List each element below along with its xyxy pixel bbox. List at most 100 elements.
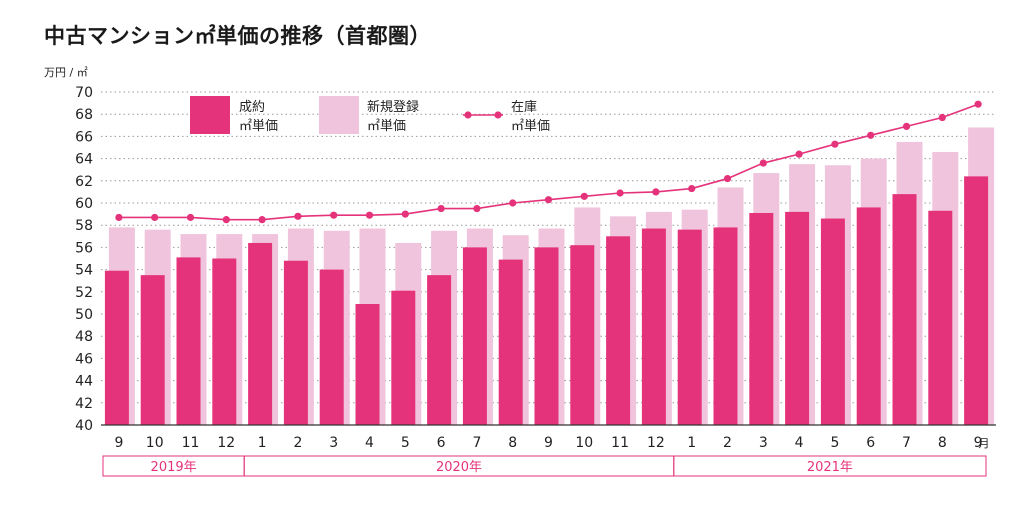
bar-sold: [713, 227, 738, 425]
y-tick-label: 50: [75, 307, 93, 323]
x-tick-label: 1: [687, 435, 696, 451]
stock-point: [151, 213, 159, 222]
chart-title: 中古マンション㎡単価の推移（首都圏）: [44, 24, 431, 48]
stock-point: [795, 150, 803, 158]
y-tick-label: 52: [75, 285, 93, 301]
bar-sold: [140, 275, 165, 425]
bar-sold: [785, 211, 810, 425]
x-tick-label: 12: [217, 435, 235, 451]
x-tick-label: 9: [114, 435, 123, 451]
legend-label-stock: ㎡単価: [511, 118, 550, 134]
bar-sold: [856, 207, 881, 425]
x-tick-label: 8: [938, 435, 947, 451]
stock-point: [974, 100, 982, 108]
x-tick-label: 9: [544, 435, 553, 451]
stock-point: [867, 131, 875, 139]
y-tick-label: 42: [75, 396, 93, 412]
y-tick-label: 62: [75, 174, 93, 190]
stock-point: [473, 204, 481, 213]
stock-point: [688, 184, 696, 193]
bar-sold: [355, 304, 380, 425]
y-tick-label: 44: [75, 374, 93, 390]
x-axis-unit: 月: [979, 437, 990, 450]
bar-sold: [892, 194, 917, 425]
x-tick-label: 11: [611, 435, 629, 451]
y-axis-unit: 万円 / ㎡: [44, 66, 88, 79]
year-label: 2020年: [436, 460, 482, 475]
bar-sold: [964, 176, 989, 425]
bar-sold: [570, 245, 595, 425]
bar-sold: [391, 290, 416, 425]
stock-point: [222, 216, 230, 224]
bar-sold: [427, 275, 452, 425]
legend-swatch-sold: [190, 96, 230, 134]
legend-label-sold: ㎡単価: [239, 118, 278, 134]
legend-label-listed: 新規登録: [367, 99, 419, 115]
x-tick-label: 1: [258, 435, 267, 451]
x-tick-label: 12: [647, 435, 665, 451]
y-tick-label: 56: [75, 240, 93, 256]
bar-sold: [319, 269, 344, 425]
bar-sold: [606, 236, 631, 425]
year-band: [673, 455, 987, 477]
stock-point: [258, 216, 266, 224]
legend-label-sold: 成約: [239, 100, 265, 115]
stock-point: [365, 211, 374, 219]
x-tick-label: 7: [472, 435, 481, 451]
stock-point: [401, 210, 409, 218]
x-tick-label: 3: [329, 435, 338, 451]
x-tick-label: 8: [508, 435, 517, 451]
x-tick-label: 11: [182, 435, 200, 451]
bar-sold: [641, 228, 666, 425]
x-tick-label: 9: [974, 435, 983, 451]
stock-point: [544, 196, 553, 204]
legend-swatch-listed: [319, 96, 359, 134]
bar-sold: [498, 259, 523, 425]
stock-point: [616, 189, 624, 197]
x-tick-label: 10: [146, 435, 164, 451]
x-tick-label: 4: [795, 435, 804, 451]
y-tick-label: 40: [75, 418, 93, 434]
x-tick-label: 6: [866, 435, 875, 451]
x-tick-label: 10: [575, 435, 593, 451]
bar-sold: [534, 247, 559, 425]
stock-point: [723, 174, 732, 183]
x-tick-label: 2: [723, 435, 732, 451]
stock-point: [938, 113, 946, 122]
legend-label-stock: 在庫: [511, 100, 537, 115]
y-tick-label: 48: [75, 329, 93, 345]
stock-point: [902, 122, 911, 131]
bar-sold: [104, 270, 129, 425]
y-tick-label: 60: [75, 196, 93, 212]
stock-point: [186, 213, 195, 222]
bar-sold: [749, 212, 774, 425]
x-tick-label: 2: [293, 435, 302, 451]
x-tick-label: 5: [830, 435, 839, 451]
bar-sold: [677, 229, 702, 425]
y-tick-label: 46: [75, 351, 93, 367]
stock-point: [330, 211, 338, 219]
bar-sold: [820, 218, 845, 425]
year-label: 2021年: [807, 460, 853, 475]
stock-point: [115, 213, 123, 222]
bar-sold: [212, 258, 237, 425]
bar-sold: [248, 242, 273, 425]
stock-point: [831, 140, 839, 148]
stock-point: [294, 212, 302, 220]
x-tick-label: 3: [759, 435, 768, 451]
stock-point: [509, 199, 517, 207]
stock-point: [652, 188, 660, 196]
legend-swatch-stock-dot: [494, 111, 502, 119]
x-tick-label: 4: [365, 435, 374, 451]
stock-point: [759, 159, 767, 167]
bar-sold: [283, 260, 308, 425]
x-tick-label: 7: [902, 435, 911, 451]
stock-point: [580, 192, 588, 200]
y-tick-label: 58: [75, 218, 93, 234]
x-tick-label: 6: [437, 435, 446, 451]
bar-sold: [176, 257, 201, 425]
y-tick-label: 68: [75, 107, 93, 123]
x-tick-label: 5: [401, 435, 410, 451]
year-label: 2019年: [151, 460, 197, 475]
